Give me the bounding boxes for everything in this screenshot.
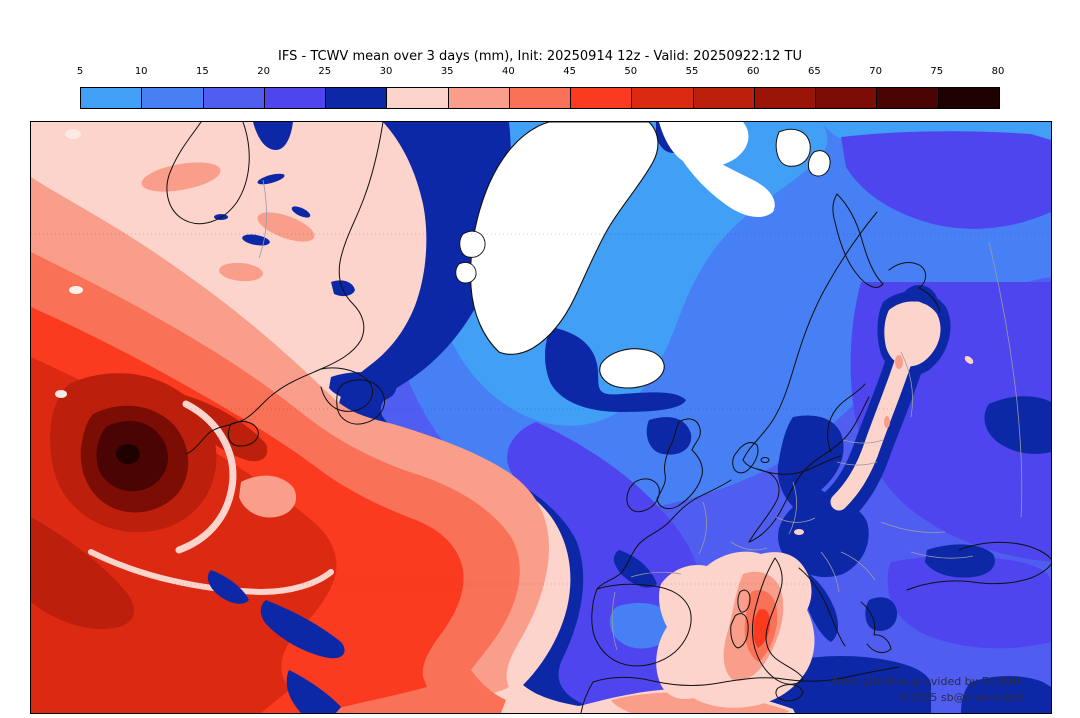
colorbar-tick-60: 60 xyxy=(746,66,760,77)
country-borders xyxy=(258,179,1023,651)
canada-lakes xyxy=(214,173,397,403)
colorbar-segment-9 xyxy=(632,88,694,108)
pale-swirl xyxy=(175,400,237,554)
attribution-source: from grib files provided by ECMWF xyxy=(833,675,1023,688)
nova-scotia xyxy=(227,421,259,447)
colorbar-tick-50: 50 xyxy=(624,66,638,77)
atlas-navy xyxy=(771,656,931,713)
red-moisture-mass xyxy=(31,122,795,713)
denmark xyxy=(732,442,759,474)
ireland-coast xyxy=(626,478,660,513)
italy-coast xyxy=(752,557,804,685)
europe-atlantic-coast xyxy=(596,479,732,590)
estonia-navy xyxy=(984,396,1051,454)
colorbar xyxy=(80,87,1000,109)
scotland-navy xyxy=(646,417,692,455)
colorbar-segment-10 xyxy=(693,88,755,108)
hudson-bay xyxy=(166,122,250,225)
newfoundland xyxy=(336,379,385,425)
north-america-coast xyxy=(185,122,384,455)
colorbar-segment-3 xyxy=(264,88,327,108)
colorbar-segment-14 xyxy=(938,88,999,108)
russia-moisture-band xyxy=(794,301,974,535)
colorbar-segment-13 xyxy=(877,88,939,108)
black-sea-coast xyxy=(958,541,1051,560)
norway-coast xyxy=(742,211,878,543)
sicily xyxy=(775,684,804,702)
inner-navy-sliver xyxy=(260,600,345,659)
colorbar-tick-40: 40 xyxy=(502,66,515,77)
colorbar-tick-35: 35 xyxy=(440,66,454,77)
colorbar-tick-labels: 5 10 15 20 25 30 35 40 45 50 55 60 65 70 75 80 xyxy=(76,66,1005,80)
adriatic-coast xyxy=(798,567,846,647)
colorbar-segment-4 xyxy=(326,88,388,108)
svalbard xyxy=(775,128,811,167)
uk-coast xyxy=(656,418,703,510)
colorbar-segment-8 xyxy=(571,88,633,108)
colorbar-segment-0 xyxy=(81,88,143,108)
colorbar-tick-70: 70 xyxy=(869,66,882,77)
coastlines xyxy=(166,122,1051,713)
map-frame: from grib files provided by ECMWF ©2025 … xyxy=(30,121,1052,714)
colorbar-tick-15: 15 xyxy=(196,66,209,77)
mediterranean-moisture-region xyxy=(656,551,815,708)
baffin-islands xyxy=(459,230,486,258)
biscay-navy xyxy=(613,550,657,588)
colorbar-tick-75: 75 xyxy=(930,66,944,77)
colorbar-tick-65: 65 xyxy=(808,66,821,77)
gibraltar-salmon-band xyxy=(611,692,789,713)
aegean-navy xyxy=(865,597,898,631)
gulf-st-lawrence-navy xyxy=(329,372,397,403)
turkey-coast xyxy=(906,563,1051,591)
field-spain-light-patch xyxy=(609,602,674,649)
colorbar-segment-7 xyxy=(509,88,572,108)
tcwv-map: from grib files provided by ECMWF ©2025 … xyxy=(31,122,1051,713)
hurricane-core xyxy=(116,444,140,464)
attribution-copyright: ©2025 sb@irizone.net xyxy=(898,691,1023,704)
corsica xyxy=(737,589,751,613)
kola-coast xyxy=(888,262,941,313)
colorbar-tick-25: 25 xyxy=(318,66,332,77)
colorbar-segment-5 xyxy=(387,88,449,108)
iceland-southwest-navy xyxy=(545,327,686,412)
colorbar-tick-55: 55 xyxy=(685,66,699,77)
iberia-coast xyxy=(591,583,692,667)
colorbar-tick-5: 5 xyxy=(76,66,84,77)
anatolia-navy xyxy=(925,544,995,578)
novaya-zemlya xyxy=(832,193,884,288)
colorbar-segment-11 xyxy=(754,88,817,108)
greece-coast xyxy=(860,601,892,654)
iceland xyxy=(599,348,665,389)
sardinia xyxy=(730,613,749,649)
colorbar-tick-80: 80 xyxy=(991,66,1005,77)
colorbar-segment-12 xyxy=(816,88,878,108)
colorbar-segment-6 xyxy=(448,88,510,108)
colorbar-segment-1 xyxy=(142,88,204,108)
libya-navy xyxy=(961,676,1051,713)
colorbar-segment-2 xyxy=(203,88,265,108)
colorbar-tick-20: 20 xyxy=(257,66,270,77)
colorbar-tick-30: 30 xyxy=(379,66,393,77)
colorbar-tick-10: 10 xyxy=(134,66,148,77)
white-low-tcwv xyxy=(455,122,831,389)
baltic-coast xyxy=(748,396,870,543)
colorbar-tick-45: 45 xyxy=(563,66,576,77)
chart-title: IFS - TCWV mean over 3 days (mm), Init: … xyxy=(278,49,802,64)
north-africa-coast xyxy=(592,666,900,686)
